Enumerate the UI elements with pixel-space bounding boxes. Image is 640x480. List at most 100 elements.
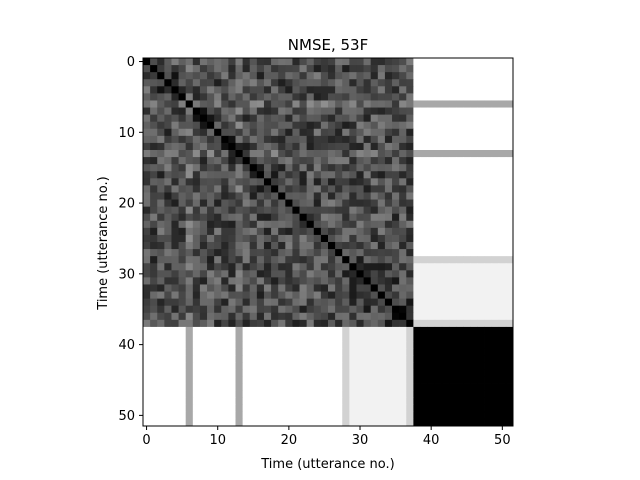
heatmap-cell xyxy=(256,164,265,172)
heatmap-cell xyxy=(441,298,450,307)
heatmap-cell xyxy=(214,65,222,73)
heatmap-cell xyxy=(434,121,443,130)
heatmap-cell xyxy=(427,150,436,158)
heatmap-cell xyxy=(498,150,507,158)
heatmap-cell xyxy=(384,263,393,271)
heatmap-cell xyxy=(178,128,187,137)
heatmap-cell xyxy=(335,312,343,321)
heatmap-cell xyxy=(384,121,393,130)
heatmap-cell xyxy=(328,270,336,278)
heatmap-cell xyxy=(477,100,485,108)
heatmap-cell xyxy=(356,121,364,130)
heatmap-cell xyxy=(306,312,315,321)
heatmap-cell xyxy=(377,242,386,250)
heatmap-cell xyxy=(441,334,450,342)
heatmap-cell xyxy=(328,376,336,384)
heatmap-cell xyxy=(370,411,379,420)
heatmap-cell xyxy=(448,213,457,222)
heatmap-cell xyxy=(413,418,421,427)
heatmap-cell xyxy=(491,150,500,158)
heatmap-cell xyxy=(285,334,293,342)
heatmap-cell xyxy=(441,242,450,250)
heatmap-cell xyxy=(313,157,322,165)
heatmap-cell xyxy=(477,121,485,130)
heatmap-cell xyxy=(356,93,364,101)
heatmap-cell xyxy=(199,206,208,215)
heatmap-cell xyxy=(456,93,464,101)
heatmap-cell xyxy=(171,404,179,413)
heatmap-cell xyxy=(228,305,236,314)
heatmap-cell xyxy=(306,157,315,165)
heatmap-cell xyxy=(249,72,258,80)
heatmap-cell xyxy=(299,242,308,250)
heatmap-cell xyxy=(392,114,400,123)
heatmap-cell xyxy=(377,298,386,307)
heatmap-cell xyxy=(384,256,393,264)
heatmap-cell xyxy=(164,142,172,151)
heatmap-cell xyxy=(384,150,393,158)
heatmap-cell xyxy=(328,418,336,427)
heatmap-cell xyxy=(263,291,272,300)
heatmap-cell xyxy=(157,128,165,137)
heatmap-cell xyxy=(185,249,194,257)
heatmap-cell xyxy=(171,178,179,186)
heatmap-cell xyxy=(463,206,471,215)
heatmap-cell xyxy=(335,234,343,243)
heatmap-cell xyxy=(328,341,336,349)
heatmap-cell xyxy=(228,404,236,413)
heatmap-cell xyxy=(306,79,315,87)
heatmap-cell xyxy=(384,341,393,349)
heatmap-cell xyxy=(434,107,443,116)
heatmap-cell xyxy=(342,249,350,257)
heatmap-cell xyxy=(491,58,500,66)
heatmap-cell xyxy=(178,298,187,307)
heatmap-cell xyxy=(448,227,457,236)
heatmap-cell xyxy=(285,305,293,314)
heatmap-cell xyxy=(484,93,493,101)
heatmap-cell xyxy=(505,270,514,278)
heatmap-cell xyxy=(263,404,272,413)
heatmap-cell xyxy=(384,79,393,87)
heatmap-cell xyxy=(349,404,357,413)
heatmap-cell xyxy=(377,256,386,264)
heatmap-cell xyxy=(420,390,429,399)
heatmap-cell xyxy=(484,142,493,151)
heatmap-cell xyxy=(420,418,429,427)
heatmap-cell xyxy=(199,369,208,377)
heatmap-cell xyxy=(299,369,308,377)
heatmap-cell xyxy=(349,305,357,314)
heatmap-cell xyxy=(413,411,421,420)
heatmap-cell xyxy=(242,220,251,229)
heatmap-cell xyxy=(434,390,443,399)
heatmap-cell xyxy=(299,58,308,66)
heatmap-cell xyxy=(384,86,393,94)
heatmap-cell xyxy=(306,121,315,130)
heatmap-cell xyxy=(171,326,179,335)
heatmap-cell xyxy=(377,334,386,342)
heatmap-cell xyxy=(363,326,372,335)
heatmap-cell xyxy=(249,390,258,399)
heatmap-cell xyxy=(356,404,364,413)
heatmap-cell xyxy=(313,242,322,250)
heatmap-cell xyxy=(328,256,336,264)
heatmap-cell xyxy=(192,121,201,130)
heatmap-cell xyxy=(292,79,300,87)
heatmap-cell xyxy=(192,249,201,257)
heatmap-cell xyxy=(235,334,244,342)
heatmap-cell xyxy=(456,164,464,172)
heatmap-cell xyxy=(448,242,457,250)
heatmap-cell xyxy=(242,128,251,137)
heatmap-cell xyxy=(356,171,364,179)
heatmap-cell xyxy=(271,220,279,229)
heatmap-cell xyxy=(335,404,343,413)
heatmap-cell xyxy=(363,164,372,172)
heatmap-cell xyxy=(377,157,386,165)
heatmap-cell xyxy=(399,72,407,80)
heatmap-cell xyxy=(335,369,343,377)
heatmap-cell xyxy=(477,376,485,384)
heatmap-cell xyxy=(427,93,436,101)
heatmap-cell xyxy=(320,404,329,413)
heatmap-cell xyxy=(157,418,165,427)
heatmap-cell xyxy=(320,376,329,384)
heatmap-cell xyxy=(349,291,357,300)
